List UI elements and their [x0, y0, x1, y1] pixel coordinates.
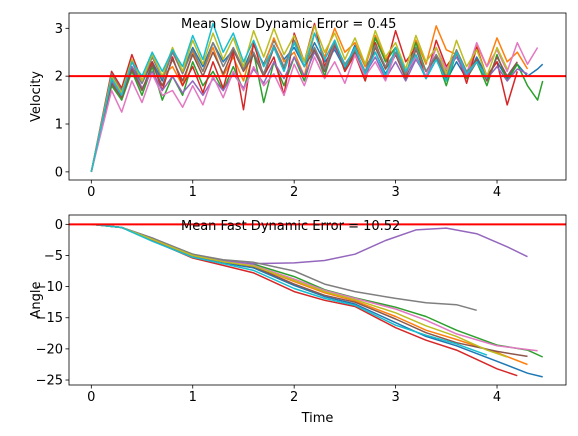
- velocity-y-tick-label: 3: [55, 22, 63, 37]
- velocity-series-line-10: [90, 22, 488, 173]
- angle-x-axis-label: Time: [301, 411, 334, 426]
- velocity-x-tick-label: 3: [391, 185, 399, 200]
- angle-x-tick-label: 1: [189, 390, 197, 405]
- velocity-x-tick-label: 2: [290, 185, 298, 200]
- velocity-plot-area: [69, 22, 566, 173]
- angle-y-tick-label: −10: [36, 280, 63, 295]
- angle-subplot: 0 1 2 3 4 0 −5 −10 −15 −20 −25 Angle Time Mean Fast D…: [29, 214, 567, 426]
- angle-series-line-8: [91, 223, 477, 312]
- velocity-y-axis-label: Velocity: [29, 71, 44, 122]
- angle-y-tick-label: −15: [36, 311, 63, 326]
- velocity-subplot: 0 1 2 3 4 0 1 2 3 Velocity Mean Slow Dynamic Error…: [29, 12, 567, 200]
- velocity-x-tick-label: 1: [189, 185, 197, 200]
- angle-y-tick-label: 0: [55, 218, 63, 233]
- angle-x-tick-label: 2: [290, 390, 298, 405]
- velocity-y-tick-label: 0: [55, 165, 63, 180]
- angle-plot-area: [69, 223, 566, 378]
- angle-y-axis-label: Angle: [29, 282, 44, 319]
- angle-x-tick-label: 3: [391, 390, 399, 405]
- angle-series-line-10: [91, 223, 488, 356]
- angle-y-tick-label: −20: [36, 342, 63, 357]
- angle-y-tick-label: −25: [36, 374, 63, 389]
- angle-x-tick-label: 4: [493, 390, 501, 405]
- velocity-y-tick-label: 1: [55, 118, 63, 133]
- angle-axes-frame: [68, 214, 567, 386]
- angle-error-annotation: Mean Fast Dynamic Error = 10.52: [181, 219, 400, 234]
- velocity-x-tick-label: 0: [87, 185, 95, 200]
- velocity-y-tick-label: 2: [55, 70, 63, 85]
- velocity-series-line-8: [90, 39, 478, 173]
- velocity-x-tick-label: 4: [493, 185, 501, 200]
- velocity-error-annotation: Mean Slow Dynamic Error = 0.45: [181, 17, 396, 32]
- angle-x-tick-label: 0: [87, 390, 95, 405]
- velocity-axes-frame: [68, 12, 567, 181]
- angle-series-line-9: [91, 223, 508, 358]
- angle-y-tick-label: −5: [44, 249, 63, 264]
